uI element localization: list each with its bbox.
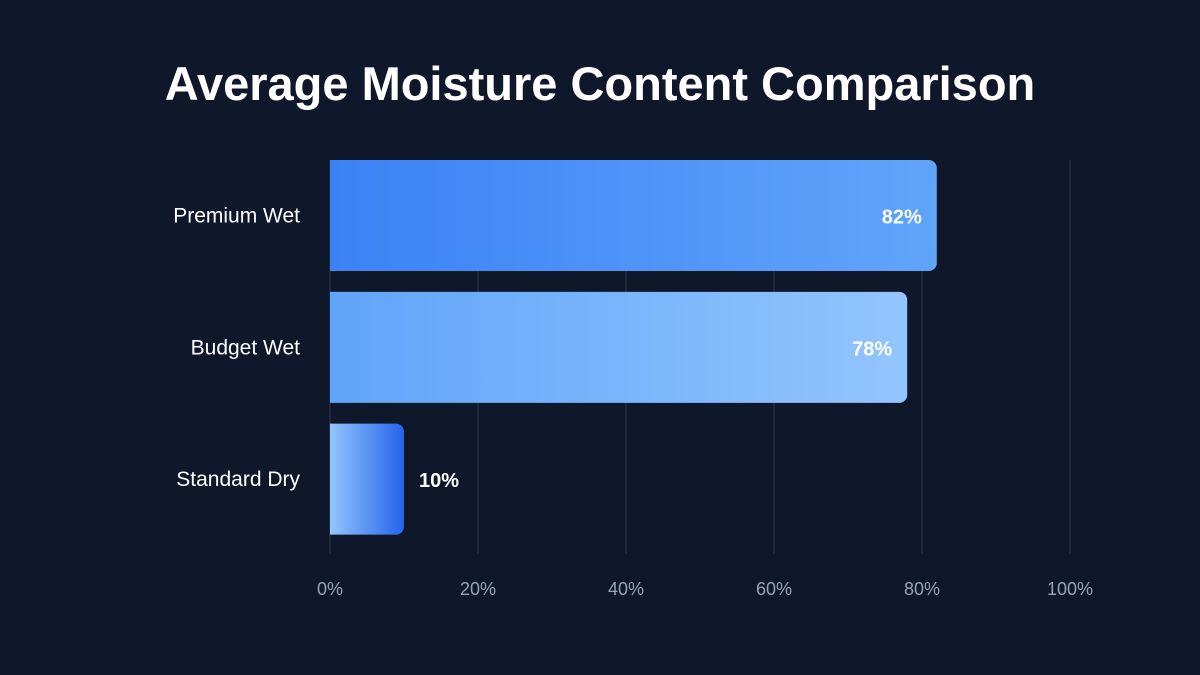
- value-label: 82%: [882, 207, 922, 229]
- x-tick-label: 0%: [317, 579, 343, 599]
- x-tick-label: 100%: [1047, 579, 1093, 599]
- x-tick-label: 60%: [756, 579, 792, 599]
- value-label: 10%: [419, 470, 459, 492]
- x-tick-label: 20%: [460, 579, 496, 599]
- value-label: 78%: [852, 338, 892, 360]
- x-tick-label: 40%: [608, 579, 644, 599]
- bar: [330, 291, 908, 403]
- category-label: Budget Wet: [191, 336, 301, 359]
- category-label: Premium Wet: [173, 205, 300, 228]
- chart-title: Average Moisture Content Comparison: [164, 57, 1036, 110]
- bar: [330, 423, 404, 535]
- category-label: Standard Dry: [176, 468, 300, 491]
- x-tick-label: 80%: [904, 579, 940, 599]
- bar: [330, 160, 937, 271]
